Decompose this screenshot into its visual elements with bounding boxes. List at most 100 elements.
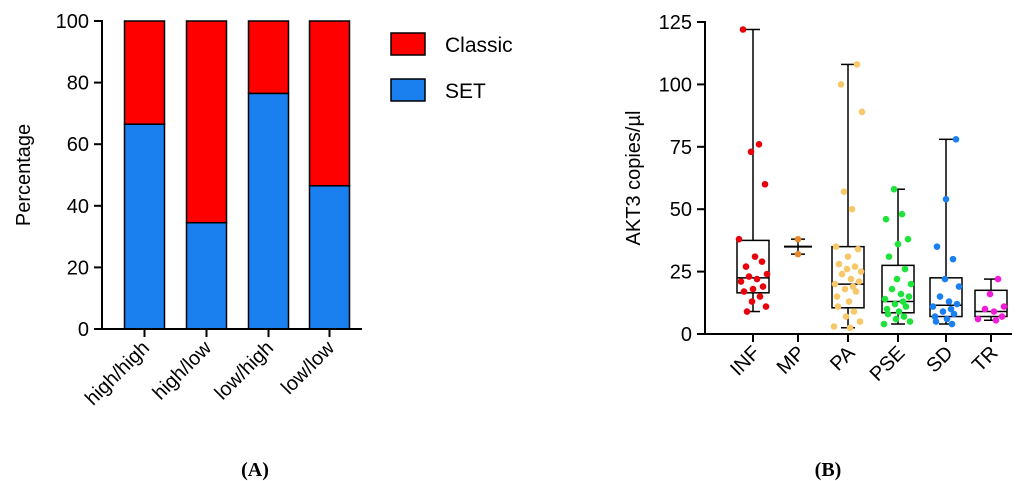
x-tick-label: high/high	[81, 337, 154, 410]
data-point-inf	[751, 253, 759, 260]
data-point-pa	[841, 285, 849, 293]
legend-swatch-set	[390, 78, 426, 102]
data-point-inf	[762, 303, 770, 310]
y-tick-label: 25	[670, 262, 692, 284]
x-tick-label: MP	[773, 342, 810, 379]
data-point-sd	[929, 303, 937, 310]
data-point-pa	[852, 288, 860, 295]
legend-label-classic: Classic	[445, 34, 513, 57]
data-point-tr	[990, 308, 998, 315]
x-tick-label: TR	[968, 342, 1002, 376]
y-tick-label: 125	[659, 12, 692, 34]
data-point-pa	[849, 283, 857, 290]
data-point-inf	[742, 263, 750, 270]
data-point-pa	[845, 298, 853, 305]
data-point-sd	[943, 315, 951, 323]
data-point-pa	[851, 263, 859, 270]
data-point-pse	[884, 310, 892, 318]
data-point-pse	[880, 320, 888, 328]
data-point-pa	[838, 270, 846, 278]
y-tick-label: 100	[56, 11, 89, 33]
data-point-pse	[888, 285, 896, 293]
data-point-pa	[835, 260, 843, 268]
y-tick-label: 40	[67, 196, 89, 218]
x-tick-label: PA	[826, 342, 860, 376]
x-tick-label: low/high	[211, 337, 278, 404]
data-point-pa	[847, 275, 855, 283]
bar-set-high-high	[123, 123, 166, 330]
box-pa	[831, 245, 865, 309]
data-point-inf	[755, 141, 763, 148]
data-point-mp	[794, 250, 802, 258]
data-point-pse	[898, 210, 906, 218]
data-point-inf	[759, 283, 767, 290]
data-point-pse	[893, 275, 901, 283]
data-point-pa	[830, 323, 838, 330]
data-point-tr	[981, 305, 989, 313]
y-tick-label: 75	[670, 137, 692, 159]
data-point-pse	[906, 318, 914, 325]
data-point-sd	[941, 275, 949, 283]
data-point-pa	[856, 318, 864, 325]
data-point-pa	[854, 245, 862, 253]
data-point-pse	[882, 215, 890, 223]
data-point-pa	[855, 278, 863, 285]
data-point-sd	[936, 293, 944, 300]
data-point-sd	[952, 136, 960, 143]
legend-swatch-classic	[390, 32, 426, 56]
data-point-tr	[974, 315, 982, 323]
data-point-sd	[942, 195, 950, 203]
data-point-pa	[843, 265, 851, 273]
data-point-inf	[739, 26, 747, 33]
box-tr	[974, 289, 1008, 318]
data-point-inf	[761, 180, 769, 188]
bar-set-low-low	[308, 185, 351, 330]
y-tick-label: 50	[670, 199, 692, 221]
data-point-tr	[1000, 303, 1008, 310]
y-axis-title: Percentage	[13, 124, 35, 226]
data-point-pse	[900, 313, 908, 320]
bar-classic-high-low	[185, 20, 228, 224]
data-point-pse	[883, 305, 891, 313]
data-point-sd	[947, 305, 955, 313]
box-pse	[881, 264, 915, 314]
data-point-pa	[831, 280, 839, 288]
bar-set-low-high	[247, 92, 290, 330]
data-point-tr	[992, 316, 1000, 324]
bar-classic-high-high	[123, 20, 166, 125]
y-tick-label: 80	[67, 73, 89, 95]
panel-label-a: (A)	[241, 459, 269, 481]
data-point-inf	[735, 235, 743, 243]
x-tick-label: high/low	[149, 337, 217, 405]
data-point-sd	[948, 320, 956, 328]
y-tick-label: 100	[659, 74, 692, 96]
data-point-sd	[953, 300, 961, 308]
y-tick-label: 0	[681, 324, 692, 346]
data-point-sd	[945, 298, 953, 305]
data-point-inf	[748, 298, 756, 305]
x-tick-label: PSE	[866, 342, 910, 386]
data-point-pa	[842, 313, 850, 320]
data-point-pse	[885, 253, 893, 260]
data-point-inf	[749, 285, 757, 293]
data-point-pa	[832, 243, 840, 250]
data-point-pse	[891, 300, 899, 308]
data-point-sd	[932, 318, 940, 325]
data-point-pa	[846, 324, 854, 332]
data-point-tr	[994, 275, 1002, 283]
data-point-pa	[834, 303, 842, 310]
data-point-pse	[892, 315, 900, 323]
data-point-inf	[740, 288, 748, 295]
bar-classic-low-low	[308, 20, 351, 187]
data-point-pse	[907, 280, 915, 288]
bar-set-high-low	[185, 221, 228, 330]
panel-label-b: (B)	[815, 459, 842, 481]
data-point-pse	[899, 298, 907, 305]
data-point-tr	[986, 290, 994, 298]
data-point-pa	[848, 205, 856, 213]
data-point-pse	[901, 265, 909, 273]
data-point-pse	[897, 290, 905, 298]
data-point-pa	[844, 253, 852, 260]
y-axis-title: AKT3 copies/µl	[623, 111, 645, 246]
data-point-sd	[931, 313, 939, 320]
